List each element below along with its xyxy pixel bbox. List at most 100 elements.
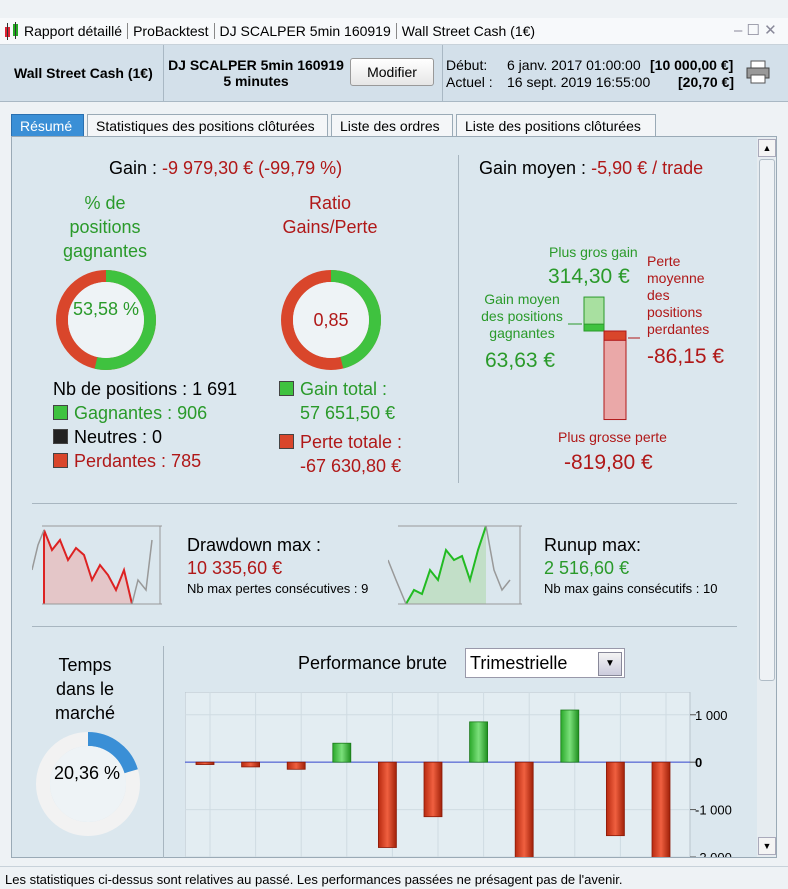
loss-total: Perte totale : (279, 432, 402, 453)
winners-text: Gagnantes : 906 (74, 403, 208, 423)
runup-note: Nb max gains consécutifs : 10 (544, 581, 718, 596)
divider (163, 646, 164, 858)
max-loss-label: Plus grosse perte (558, 429, 667, 445)
header: Wall Street Cash (1€) DJ SCALPER 5min 16… (0, 45, 788, 102)
title-part: DJ SCALPER 5min 160919 (213, 23, 396, 39)
modify-button[interactable]: Modifier (350, 58, 434, 86)
max-gain-value: 314,30 € (548, 265, 630, 288)
neutral: Neutres : 0 (53, 427, 162, 448)
y-tick-label: 1 000 (695, 708, 728, 723)
scrollbar[interactable]: ▲ ▼ (757, 137, 776, 857)
performance-chart: 1 000 0 -1 000 -2 000 (185, 692, 732, 857)
loss-total-label: Perte totale : (300, 432, 403, 452)
max-loss-bar (603, 330, 627, 421)
window-controls[interactable]: – ☐ ✕ (734, 22, 777, 39)
footer-text: Les statistiques ci-dessus sont relative… (5, 872, 623, 887)
ring-arc (281, 270, 381, 370)
winners: Gagnantes : 906 (53, 403, 207, 424)
current-label: Actuel : (446, 74, 493, 90)
divider (458, 155, 459, 483)
ring-center (293, 282, 369, 358)
print-icon[interactable] (745, 59, 773, 85)
avg-gain-value: 63,63 € (485, 349, 556, 372)
time-ring (36, 732, 140, 836)
ratio-title: Ratio Gains/Perte (282, 193, 378, 237)
period-text: Trimestrielle (470, 653, 568, 673)
gain-label: Gain : (109, 158, 158, 178)
drawdown-sparkline (32, 525, 162, 605)
drawdown-value: 10 335,60 € (187, 558, 283, 578)
time-value: 20,36 % (53, 763, 121, 783)
tab[interactable]: Liste des positions clôturées (456, 114, 656, 136)
ring-arc (56, 270, 156, 370)
gain-value: -9 979,30 € (-99,79 %) (162, 158, 343, 178)
title-part: Wall Street Cash (1€) (395, 23, 541, 39)
instrument: Wall Street Cash (1€) (14, 65, 153, 81)
ring-charts (56, 270, 381, 370)
avg-gain-label: Gain moyen des positions gagnantes (481, 291, 563, 341)
period-select[interactable]: Trimestrielle ▼ (465, 648, 625, 678)
window-title: Rapport détaillé ProBacktest DJ SCALPER 5m… (24, 23, 541, 39)
average-bars (568, 296, 640, 421)
neutral-text: Neutres : 0 (74, 427, 163, 447)
avg-gain: Gain moyen : -5,90 € / trade (479, 158, 703, 179)
start-date: 6 janv. 2017 01:00:00 (507, 57, 641, 73)
ring-center (68, 282, 144, 358)
avg-loss-bar (603, 330, 627, 341)
current-date: 16 sept. 2019 16:55:00 (507, 74, 651, 90)
tab[interactable]: Statistiques des positions clôturées (87, 114, 328, 136)
timeframe: 5 minutes (223, 73, 289, 89)
title-part: Rapport détaillé (24, 23, 123, 39)
title-part: ProBacktest (127, 23, 214, 39)
bar (469, 721, 489, 763)
start-label: Début: (446, 57, 488, 73)
positions: Nb de positions : 1 691 (53, 379, 238, 399)
loss-total-value: -67 630,80 € (300, 456, 402, 476)
drawdown-title: Drawdown max : (187, 535, 322, 555)
avg-label: Gain moyen : (479, 158, 587, 178)
y-tick-label: -1 000 (695, 803, 732, 818)
avg-loss-value: -86,15 € (647, 345, 725, 368)
bar (241, 761, 260, 768)
gain-total-label: Gain total : (300, 379, 388, 399)
ring-center (50, 746, 126, 822)
ring-arc (36, 732, 140, 836)
max-gain-label: Plus gros gain (549, 244, 638, 260)
current-capital: [20,70 €] (678, 74, 735, 90)
gain-total: Gain total : (279, 379, 387, 400)
gain: Gain : -9 979,30 € (-99,79 %) (109, 158, 342, 179)
avg-gain-bar (583, 323, 605, 332)
max-loss-value: -819,80 € (564, 451, 653, 474)
start-capital: [10 000,00 €] (650, 57, 734, 73)
footer-bar: Les statistiques ci-dessus sont relative… (0, 866, 788, 889)
ratio-value: 0,85 (313, 310, 349, 330)
bar (651, 761, 671, 857)
runup-title: Runup max: (544, 535, 642, 555)
runup-value: 2 516,60 € (544, 558, 630, 578)
tab[interactable]: Résumé (11, 114, 84, 136)
losers: Perdantes : 785 (53, 451, 201, 472)
losers-text: Perdantes : 785 (74, 451, 202, 471)
system-name: DJ SCALPER 5min 160919 (168, 57, 344, 73)
divider (32, 626, 737, 627)
bar (423, 761, 443, 818)
winning-pct: 53,58 % (72, 299, 140, 319)
bar (377, 761, 397, 848)
avg-loss-label: Perte moyenne des positions perdantes (647, 253, 710, 337)
bar (560, 709, 580, 763)
divider (32, 503, 737, 504)
y-tick-label: 0 (695, 755, 702, 770)
winning-title: % de positions gagnantes (62, 193, 148, 261)
time-title: Temps dans le marché (54, 655, 116, 723)
perf-title: Performance brute (298, 653, 448, 673)
y-tick-label: -2 000 (695, 850, 732, 857)
bar (195, 761, 215, 765)
bar (332, 742, 352, 763)
drawdown-note: Nb max pertes consécutives : 9 (187, 581, 369, 596)
runup-sparkline (388, 525, 522, 605)
system-box (163, 45, 443, 101)
bar (605, 761, 625, 837)
tab[interactable]: Liste des ordres (331, 114, 453, 136)
avg-value: -5,90 € / trade (591, 158, 704, 178)
